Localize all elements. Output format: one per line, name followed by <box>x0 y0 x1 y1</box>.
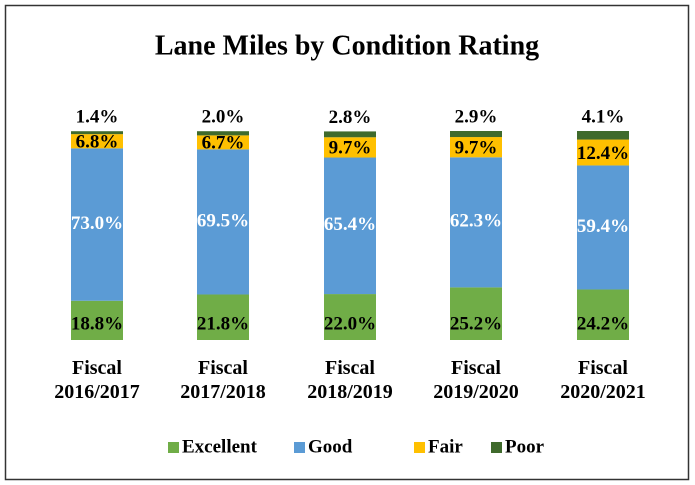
data-label: 25.2% <box>450 313 502 334</box>
bar-segment <box>71 148 123 301</box>
bar-segment <box>450 157 502 288</box>
data-label: 69.5% <box>197 210 249 231</box>
data-label: 24.2% <box>577 313 629 334</box>
bar-segment <box>324 157 376 295</box>
data-label: 9.7% <box>329 138 372 159</box>
x-tick-label: Fiscal 2017/2018 <box>180 357 266 403</box>
bar-segment <box>324 137 376 158</box>
data-label: 2.0% <box>202 107 245 128</box>
bar-segment <box>324 131 376 138</box>
x-tick-label: Fiscal 2020/2021 <box>560 357 646 403</box>
data-label: 1.4% <box>76 107 119 128</box>
x-tick-label: Fiscal 2016/2017 <box>54 357 140 403</box>
legend-label: Poor <box>505 436 545 457</box>
legend-swatch <box>491 442 502 453</box>
bar-segment <box>197 131 249 136</box>
bar-segment <box>577 139 629 166</box>
data-label: 4.1% <box>582 106 625 127</box>
data-label: 59.4% <box>577 216 629 237</box>
legend-label: Excellent <box>182 436 258 457</box>
data-label: 12.4% <box>577 143 629 164</box>
bar-segment <box>197 149 249 295</box>
legend-swatch <box>414 442 425 453</box>
legend-label: Fair <box>428 436 463 457</box>
legend-swatch <box>168 442 179 453</box>
x-tick-label: Fiscal 2018/2019 <box>307 357 393 403</box>
bar-segment <box>71 300 123 340</box>
bar-segment <box>197 135 249 150</box>
bar-segment <box>71 134 123 149</box>
bar-segment <box>450 287 502 340</box>
data-label: 2.9% <box>455 106 498 127</box>
x-tick-label: Fiscal 2019/2020 <box>433 357 519 403</box>
bar-segment <box>197 294 249 340</box>
data-label: 9.7% <box>455 138 498 159</box>
data-label: 6.8% <box>76 132 119 153</box>
bar-segment <box>71 131 123 135</box>
bar-segment <box>577 131 629 140</box>
data-label: 22.0% <box>324 313 376 334</box>
data-label: 73.0% <box>71 213 123 234</box>
bar-segment <box>450 137 502 158</box>
data-label: 2.8% <box>329 107 372 128</box>
chart-title: Lane Miles by Condition Rating <box>155 30 539 61</box>
bar-segment <box>450 131 502 138</box>
data-label: 65.4% <box>324 214 376 235</box>
data-label: 21.8% <box>197 313 249 334</box>
legend-swatch <box>294 442 305 453</box>
legend-label: Good <box>308 436 353 457</box>
bar-segment <box>577 165 629 290</box>
data-label: 18.8% <box>71 313 123 334</box>
bar-segment <box>324 294 376 340</box>
data-label: 6.7% <box>202 133 245 154</box>
data-label: 62.3% <box>450 211 502 232</box>
bar-segment <box>577 289 629 340</box>
